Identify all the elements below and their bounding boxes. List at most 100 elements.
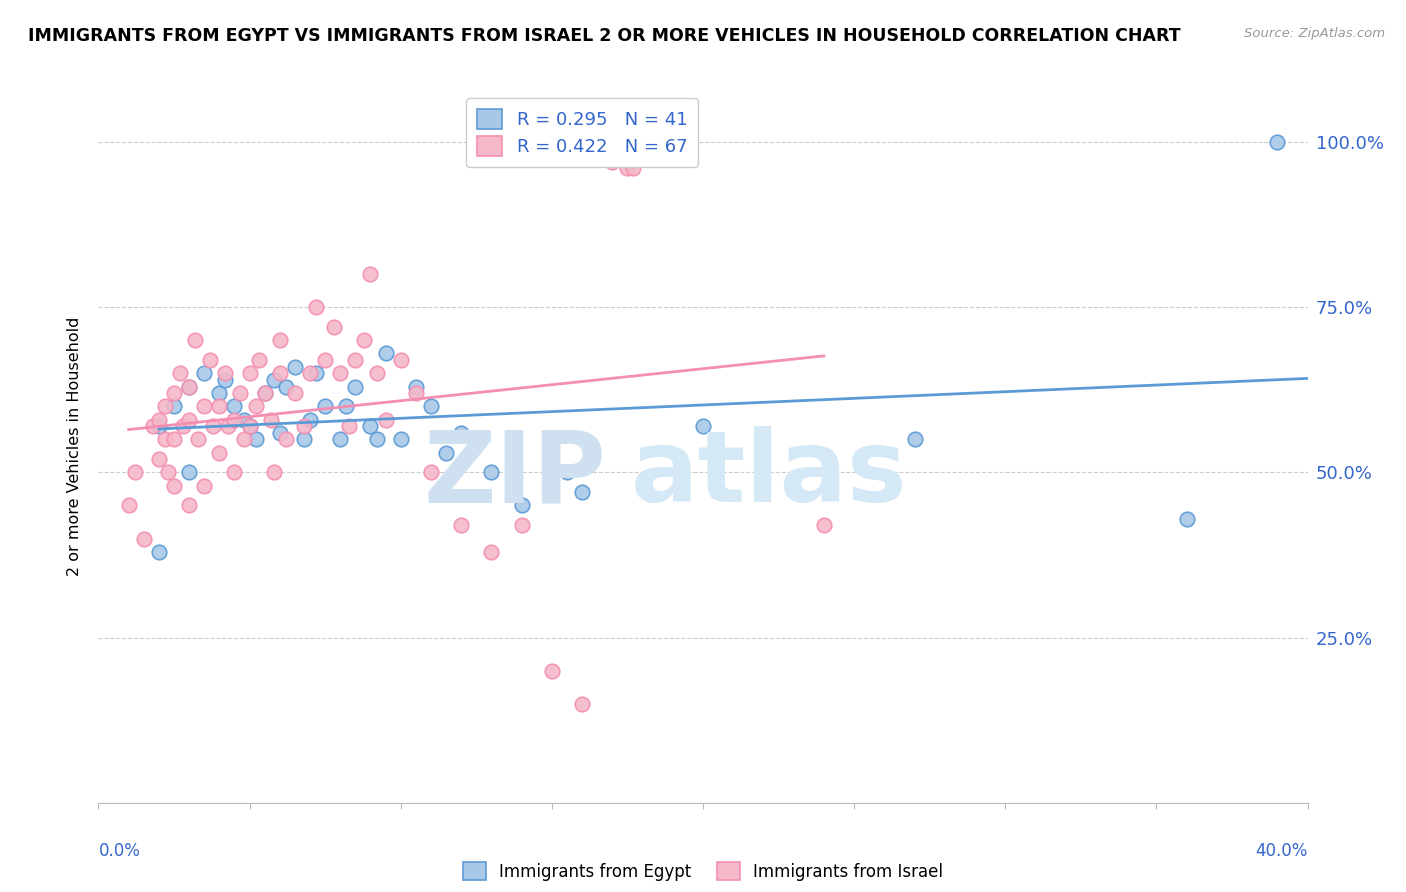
Point xyxy=(253,386,276,401)
Point xyxy=(292,419,315,434)
Point xyxy=(193,478,215,492)
Point xyxy=(284,386,307,401)
Point xyxy=(616,161,638,176)
Point xyxy=(274,433,297,447)
Point xyxy=(184,333,207,347)
Point xyxy=(360,419,382,434)
Point xyxy=(420,400,443,414)
Point xyxy=(602,154,624,169)
Point xyxy=(153,400,176,414)
Point xyxy=(314,353,336,368)
Point xyxy=(214,367,236,381)
Point xyxy=(1175,511,1198,525)
Point xyxy=(156,466,179,480)
Point xyxy=(510,499,533,513)
Point xyxy=(253,386,276,401)
Point xyxy=(142,419,165,434)
Point xyxy=(208,386,231,401)
Text: ZIP: ZIP xyxy=(423,426,606,523)
Point xyxy=(540,433,562,447)
Point xyxy=(540,664,562,678)
Point xyxy=(245,400,267,414)
Point xyxy=(124,466,146,480)
Text: IMMIGRANTS FROM EGYPT VS IMMIGRANTS FROM ISRAEL 2 OR MORE VEHICLES IN HOUSEHOLD : IMMIGRANTS FROM EGYPT VS IMMIGRANTS FROM… xyxy=(28,27,1181,45)
Point xyxy=(263,466,285,480)
Point xyxy=(292,433,315,447)
Point xyxy=(239,419,262,434)
Point xyxy=(148,419,170,434)
Point xyxy=(450,425,472,440)
Point xyxy=(260,412,283,426)
Point xyxy=(263,373,285,387)
Point xyxy=(344,379,367,393)
Y-axis label: 2 or more Vehicles in Household: 2 or more Vehicles in Household xyxy=(67,317,83,575)
Point xyxy=(692,419,714,434)
Point xyxy=(208,400,231,414)
Point xyxy=(179,412,201,426)
Point xyxy=(389,353,412,368)
Point xyxy=(623,161,645,176)
Point xyxy=(450,518,472,533)
Point xyxy=(229,386,252,401)
Point xyxy=(329,433,352,447)
Text: atlas: atlas xyxy=(630,426,907,523)
Legend: Immigrants from Egypt, Immigrants from Israel: Immigrants from Egypt, Immigrants from I… xyxy=(456,855,950,888)
Point xyxy=(163,386,186,401)
Point xyxy=(571,697,593,711)
Point xyxy=(337,419,360,434)
Text: Source: ZipAtlas.com: Source: ZipAtlas.com xyxy=(1244,27,1385,40)
Point xyxy=(374,346,396,360)
Point xyxy=(153,433,176,447)
Point xyxy=(299,412,322,426)
Point xyxy=(208,445,231,459)
Point xyxy=(179,499,201,513)
Point xyxy=(148,545,170,559)
Point xyxy=(366,433,388,447)
Point xyxy=(305,300,328,314)
Point xyxy=(232,412,254,426)
Point xyxy=(132,532,155,546)
Point xyxy=(247,353,270,368)
Point xyxy=(224,466,246,480)
Point xyxy=(202,419,225,434)
Point xyxy=(193,367,215,381)
Point xyxy=(329,367,352,381)
Point xyxy=(269,425,291,440)
Point xyxy=(163,433,186,447)
Text: 0.0%: 0.0% xyxy=(98,842,141,860)
Text: 40.0%: 40.0% xyxy=(1256,842,1308,860)
Point xyxy=(245,433,267,447)
Point xyxy=(169,367,191,381)
Point xyxy=(239,367,262,381)
Point xyxy=(172,419,194,434)
Point xyxy=(323,320,346,334)
Point xyxy=(118,499,141,513)
Point xyxy=(344,353,367,368)
Point xyxy=(813,518,835,533)
Point xyxy=(571,485,593,500)
Point xyxy=(374,412,396,426)
Point xyxy=(200,353,222,368)
Point xyxy=(187,433,209,447)
Point xyxy=(179,379,201,393)
Point xyxy=(224,400,246,414)
Point xyxy=(555,466,578,480)
Point xyxy=(179,466,201,480)
Point xyxy=(163,478,186,492)
Point xyxy=(239,419,262,434)
Point xyxy=(179,379,201,393)
Point xyxy=(224,412,246,426)
Point xyxy=(619,154,641,169)
Point xyxy=(163,400,186,414)
Point xyxy=(269,333,291,347)
Point xyxy=(193,400,215,414)
Point xyxy=(405,386,427,401)
Point xyxy=(284,359,307,374)
Point xyxy=(420,466,443,480)
Point xyxy=(405,379,427,393)
Point xyxy=(274,379,297,393)
Point xyxy=(360,267,382,281)
Point xyxy=(904,433,927,447)
Point xyxy=(305,367,328,381)
Point xyxy=(510,518,533,533)
